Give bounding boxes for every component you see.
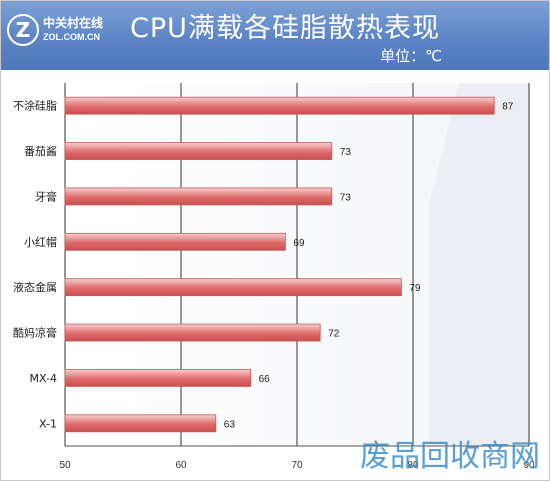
data-label: 69 [293, 238, 305, 249]
category-label: MX-4 [30, 372, 57, 385]
data-label: 73 [340, 192, 352, 203]
chart-header: Z 中关村在线 ZOL.COM.CN CPU满载各硅脂散热表现 单位：℃ [0, 0, 550, 70]
bar [64, 369, 252, 387]
x-tick-label: 50 [59, 460, 71, 471]
bar [64, 96, 495, 115]
category-label: 小红帽 [24, 236, 57, 249]
data-label: 72 [328, 329, 340, 340]
watermark: 废品回收商网 [360, 439, 540, 474]
logo-chinese-text: 中关村在线 [43, 16, 104, 30]
category-label: X-1 [39, 417, 57, 430]
bar [64, 187, 333, 206]
bar [64, 142, 333, 160]
chart-title: CPU满载各硅脂散热表现 [130, 13, 440, 44]
bar [64, 232, 286, 251]
data-label: 87 [502, 102, 514, 113]
logo-english-text: ZOL.COM.CN [43, 32, 100, 42]
category-label: 番茄酱 [24, 144, 57, 158]
category-label: 酷妈凉膏 [13, 326, 57, 340]
bar [64, 278, 402, 297]
bar [64, 323, 321, 342]
category-label: 不涂硅脂 [13, 99, 57, 113]
x-tick-label: 60 [175, 460, 187, 471]
data-label: 73 [340, 147, 352, 158]
data-label: 66 [259, 374, 271, 385]
unit-label: 单位：℃ [380, 47, 442, 65]
category-label: 牙膏 [35, 189, 57, 203]
plot-shading [429, 83, 529, 446]
data-label: 63 [224, 419, 236, 430]
data-label: 79 [409, 283, 421, 294]
x-tick-label: 80 [407, 460, 419, 471]
zol-logo-icon: Z [7, 14, 39, 46]
x-tick-label: 70 [291, 460, 303, 471]
bar [64, 414, 217, 433]
zol-logo: Z 中关村在线 ZOL.COM.CN [7, 8, 107, 58]
category-label: 液态金属 [13, 280, 57, 294]
x-tick-label: 90 [523, 460, 535, 471]
